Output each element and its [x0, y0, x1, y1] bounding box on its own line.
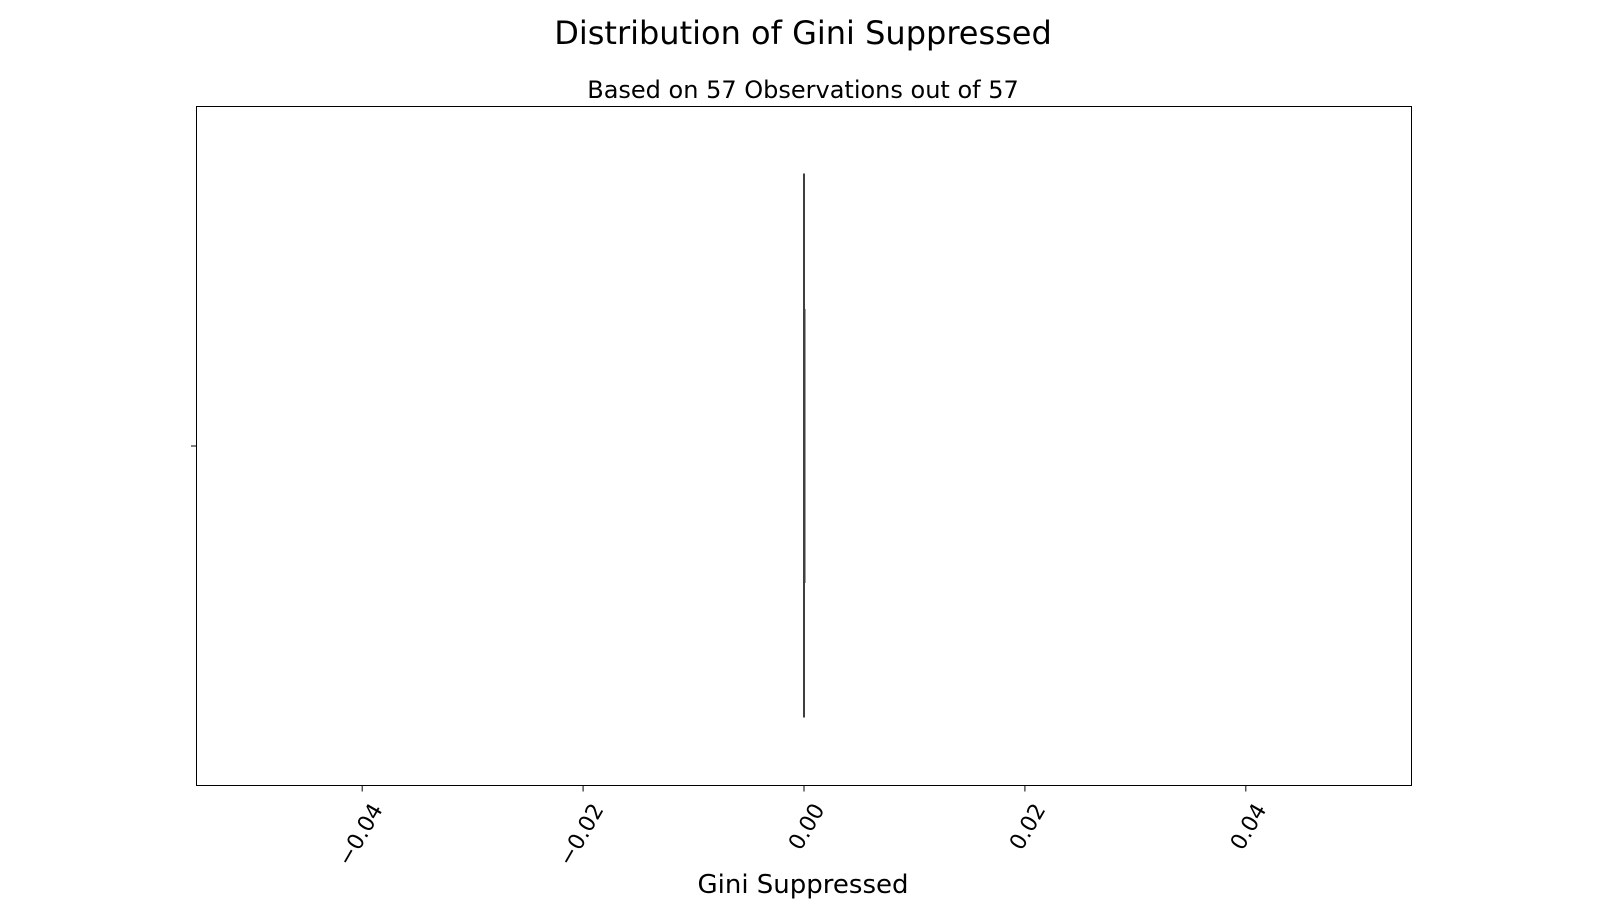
x-tick-label: −0.04: [333, 800, 388, 871]
x-axis-ticks: −0.04 −0.02 0.00 0.02 0.04: [333, 785, 1272, 871]
x-tick-label: 0.02: [1005, 800, 1051, 855]
chart-subtitle: Based on 57 Observations out of 57: [587, 76, 1019, 104]
x-tick-label: 0.00: [784, 800, 830, 855]
x-tick-label: 0.04: [1226, 800, 1272, 855]
x-axis-label: Gini Suppressed: [697, 870, 908, 900]
box-plot-box: [803, 173, 806, 718]
x-tick-label: −0.02: [554, 800, 609, 871]
chart-title: Distribution of Gini Suppressed: [554, 14, 1052, 52]
